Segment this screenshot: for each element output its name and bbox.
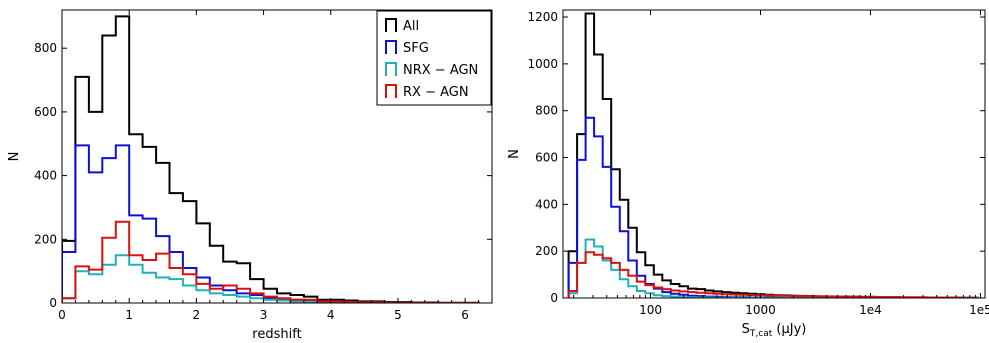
legend-item: SFG bbox=[385, 40, 429, 56]
redshift-y-tick-label: 200 bbox=[34, 232, 57, 246]
legend: All SFG NRX − AGN RX − AGN bbox=[376, 10, 492, 106]
flux-series-2-line bbox=[567, 238, 978, 298]
flux-x-tick-label: 1e5 bbox=[969, 303, 989, 317]
flux-histogram-panel: 100 1000 1e4 1e5 0 200 400 600 800 1000 1200 ST,ca… bbox=[507, 9, 989, 339]
legend-label: NRX − AGN bbox=[403, 63, 478, 78]
redshift-y-tick-label: 800 bbox=[34, 41, 57, 55]
flux-x-tick-label: 1e4 bbox=[859, 303, 882, 317]
flux-series-3-line bbox=[567, 251, 979, 298]
flux-histogram-series bbox=[567, 12, 979, 298]
redshift-histogram-panel: 0 1 2 3 4 5 6 0 200 400 600 800 redshift N All SFG NR… bbox=[7, 9, 493, 342]
flux-y-axis-label: N bbox=[507, 149, 522, 159]
legend-label: All bbox=[403, 19, 419, 34]
flux-x-label-unit: (μJy) bbox=[772, 322, 806, 337]
flux-y-tick-label: 800 bbox=[535, 104, 558, 118]
redshift-x-tick-label: 3 bbox=[260, 308, 268, 322]
flux-y-tick-label: 1000 bbox=[527, 57, 558, 71]
flux-plot-frame bbox=[562, 9, 986, 299]
legend-item: RX − AGN bbox=[385, 84, 469, 100]
redshift-x-tick-label: 4 bbox=[327, 308, 335, 322]
flux-y-tick-label: 600 bbox=[535, 151, 558, 165]
legend-label: SFG bbox=[403, 41, 429, 56]
flux-y-tick-label: 1200 bbox=[527, 10, 558, 24]
redshift-x-tick-label: 5 bbox=[394, 308, 402, 322]
legend-item: NRX − AGN bbox=[385, 62, 478, 78]
legend-item: All bbox=[385, 18, 419, 34]
flux-series-0-line bbox=[567, 12, 979, 298]
legend-label: RX − AGN bbox=[403, 85, 469, 100]
redshift-y-tick-label: 400 bbox=[34, 169, 57, 183]
redshift-y-tick-label: 600 bbox=[34, 105, 57, 119]
flux-axis-ticks: 100 1000 1e4 1e5 0 200 400 600 800 1000 1200 bbox=[527, 10, 989, 317]
legend-swatch bbox=[385, 84, 397, 98]
flux-x-tick-label: 1000 bbox=[745, 303, 776, 317]
flux-x-axis-label: ST,cat (μJy) bbox=[742, 322, 807, 339]
redshift-x-tick-label: 2 bbox=[193, 308, 201, 322]
flux-y-tick-label: 200 bbox=[535, 244, 558, 258]
redshift-x-tick-label: 1 bbox=[125, 308, 133, 322]
legend-swatch bbox=[385, 18, 397, 32]
redshift-axis-ticks: 0 1 2 3 4 5 6 0 200 400 600 800 bbox=[34, 10, 492, 322]
flux-y-tick-label: 400 bbox=[535, 197, 558, 211]
legend-swatch bbox=[385, 40, 397, 54]
redshift-x-axis-label: redshift bbox=[252, 327, 301, 342]
redshift-x-tick-label: 6 bbox=[461, 308, 469, 322]
redshift-series-3-line bbox=[62, 220, 479, 303]
redshift-series-1-line bbox=[62, 144, 479, 303]
redshift-y-tick-label: 0 bbox=[49, 296, 57, 310]
legend-swatch bbox=[385, 62, 397, 76]
flux-x-label-main: S bbox=[742, 322, 750, 337]
flux-series-1-line bbox=[567, 116, 978, 298]
redshift-x-tick-label: 0 bbox=[58, 308, 66, 322]
flux-x-tick-label: 100 bbox=[639, 303, 662, 317]
flux-x-label-sub: T,cat bbox=[749, 329, 773, 339]
flux-y-tick-label: 0 bbox=[550, 291, 558, 305]
redshift-y-axis-label: N bbox=[7, 152, 22, 162]
